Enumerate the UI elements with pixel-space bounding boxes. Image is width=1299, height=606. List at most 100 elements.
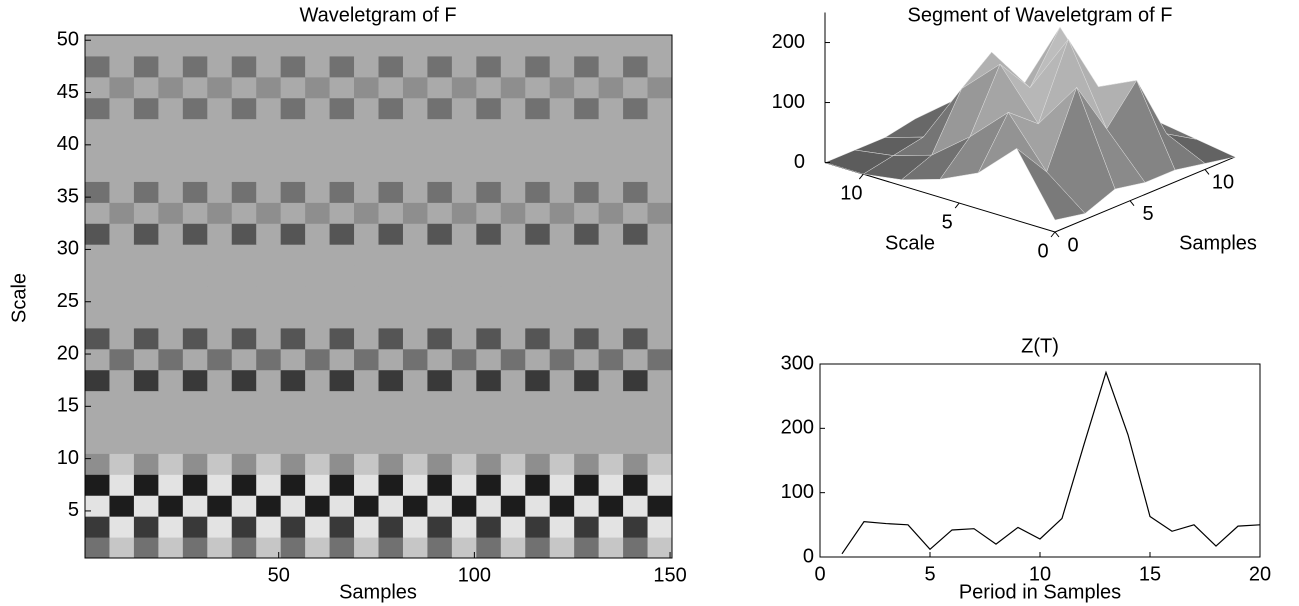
heatmap-cell — [256, 181, 282, 203]
heatmap-cell — [329, 244, 355, 266]
heatmap-cell — [525, 537, 551, 559]
z-tick-label: 0 — [794, 151, 805, 173]
heatmap-cell — [158, 516, 184, 538]
y-tick-label: 40 — [57, 133, 79, 155]
heatmap-cell — [623, 35, 649, 57]
heatmap-cell — [133, 286, 159, 308]
heatmap-cell — [647, 118, 673, 141]
heatmap-cell — [427, 390, 453, 413]
heatmap-cell — [549, 495, 575, 517]
heatmap-cell — [623, 537, 649, 559]
heatmap-cell — [378, 35, 404, 57]
heatmap-cell — [500, 160, 526, 182]
heatmap-cell — [109, 76, 135, 99]
heatmap-cell — [427, 181, 453, 203]
heatmap-cell — [280, 76, 306, 99]
heatmap-cell — [256, 35, 282, 57]
heatmap-cell — [574, 160, 600, 182]
heatmap-cell — [256, 432, 282, 454]
heatmap-cell — [305, 35, 331, 57]
heatmap-cell — [623, 411, 649, 433]
y-tick-label: 50 — [57, 29, 79, 51]
heatmap-cell — [133, 139, 159, 162]
heatmap-cell — [305, 474, 331, 496]
heatmap-cell — [476, 118, 502, 141]
heatmap-cell — [402, 537, 428, 559]
x-tick-label: 5 — [1142, 203, 1153, 225]
heatmap-cell — [231, 97, 257, 120]
heatmap-cell — [598, 516, 624, 538]
heatmap-cell — [427, 76, 453, 99]
heatmap-cell — [158, 537, 184, 559]
heatmap-cell — [231, 516, 257, 538]
heatmap-cell — [158, 411, 184, 433]
heatmap-cell — [305, 223, 331, 245]
z-tick-label: 100 — [772, 91, 805, 113]
heatmap-cell — [549, 390, 575, 413]
x-tick — [1204, 169, 1210, 175]
heatmap-cell — [525, 35, 551, 57]
heatmap-cell — [109, 202, 135, 224]
heatmap-cell — [525, 160, 551, 182]
heatmap-cell — [305, 202, 331, 224]
heatmap-cell — [451, 118, 477, 141]
heatmap-cell — [256, 265, 282, 287]
heatmap-cell — [647, 139, 673, 162]
heatmap-cell — [182, 97, 208, 120]
y-tick-label: 5 — [68, 499, 79, 521]
heatmap-cell — [85, 160, 110, 182]
heatmap-cell — [402, 244, 428, 266]
heatmap-cell — [280, 160, 306, 182]
heatmap-cell — [133, 35, 159, 57]
heatmap-cell — [549, 223, 575, 245]
heatmap-cell — [623, 306, 649, 329]
heatmap-cell — [574, 306, 600, 329]
heatmap-cell — [354, 76, 379, 99]
y-tick-label: 45 — [57, 81, 79, 103]
y-tick-label: 10 — [840, 182, 862, 204]
heatmap-cell — [85, 306, 110, 329]
heatmap-cell — [280, 244, 306, 266]
heatmap-cell — [133, 495, 159, 517]
heatmap-cell — [427, 306, 453, 329]
heatmap-cell — [427, 118, 453, 141]
heatmap-cell — [476, 202, 502, 224]
heatmap-cell — [623, 160, 649, 182]
heatmap-cell — [109, 265, 135, 287]
heatmap-cell — [574, 265, 600, 287]
heatmap-cell — [133, 181, 159, 203]
heatmap-cell — [451, 327, 477, 350]
heatmap-cell — [329, 76, 355, 99]
heatmap-cell — [378, 181, 404, 203]
heatmap-cell — [305, 306, 331, 329]
heatmap-cell — [598, 223, 624, 245]
heatmap-cell — [109, 97, 135, 120]
heatmap-cell — [378, 432, 404, 454]
heatmap-cell — [525, 495, 551, 517]
heatmap-cell — [623, 453, 649, 475]
x-tick-label: 150 — [653, 564, 686, 586]
heatmap-cell — [207, 181, 233, 203]
x-tick-label: 100 — [458, 564, 491, 586]
heatmap-cell — [280, 306, 306, 329]
heatmap-cell — [231, 55, 257, 78]
x-tick-label: 10 — [1212, 172, 1234, 194]
x-tick-label: 5 — [924, 563, 935, 585]
heatmap-cell — [305, 160, 331, 182]
heatmap-cell — [329, 390, 355, 413]
heatmap-cell — [525, 348, 551, 371]
heatmap-cell — [158, 118, 184, 141]
heatmap-cell — [574, 348, 600, 371]
heatmap-cell — [207, 160, 233, 182]
heatmap-cell — [549, 286, 575, 308]
heatmap-cell — [623, 495, 649, 517]
heatmap-cell — [549, 118, 575, 141]
heatmap-cell — [109, 495, 135, 517]
heatmap-cell — [402, 348, 428, 371]
y-tick-label: 10 — [57, 447, 79, 469]
heatmap-cell — [378, 265, 404, 287]
heatmap-cell — [500, 306, 526, 329]
x-tick-label: 0 — [1067, 234, 1078, 256]
heatmap-cell — [354, 327, 379, 350]
heatmap-cell — [182, 327, 208, 350]
